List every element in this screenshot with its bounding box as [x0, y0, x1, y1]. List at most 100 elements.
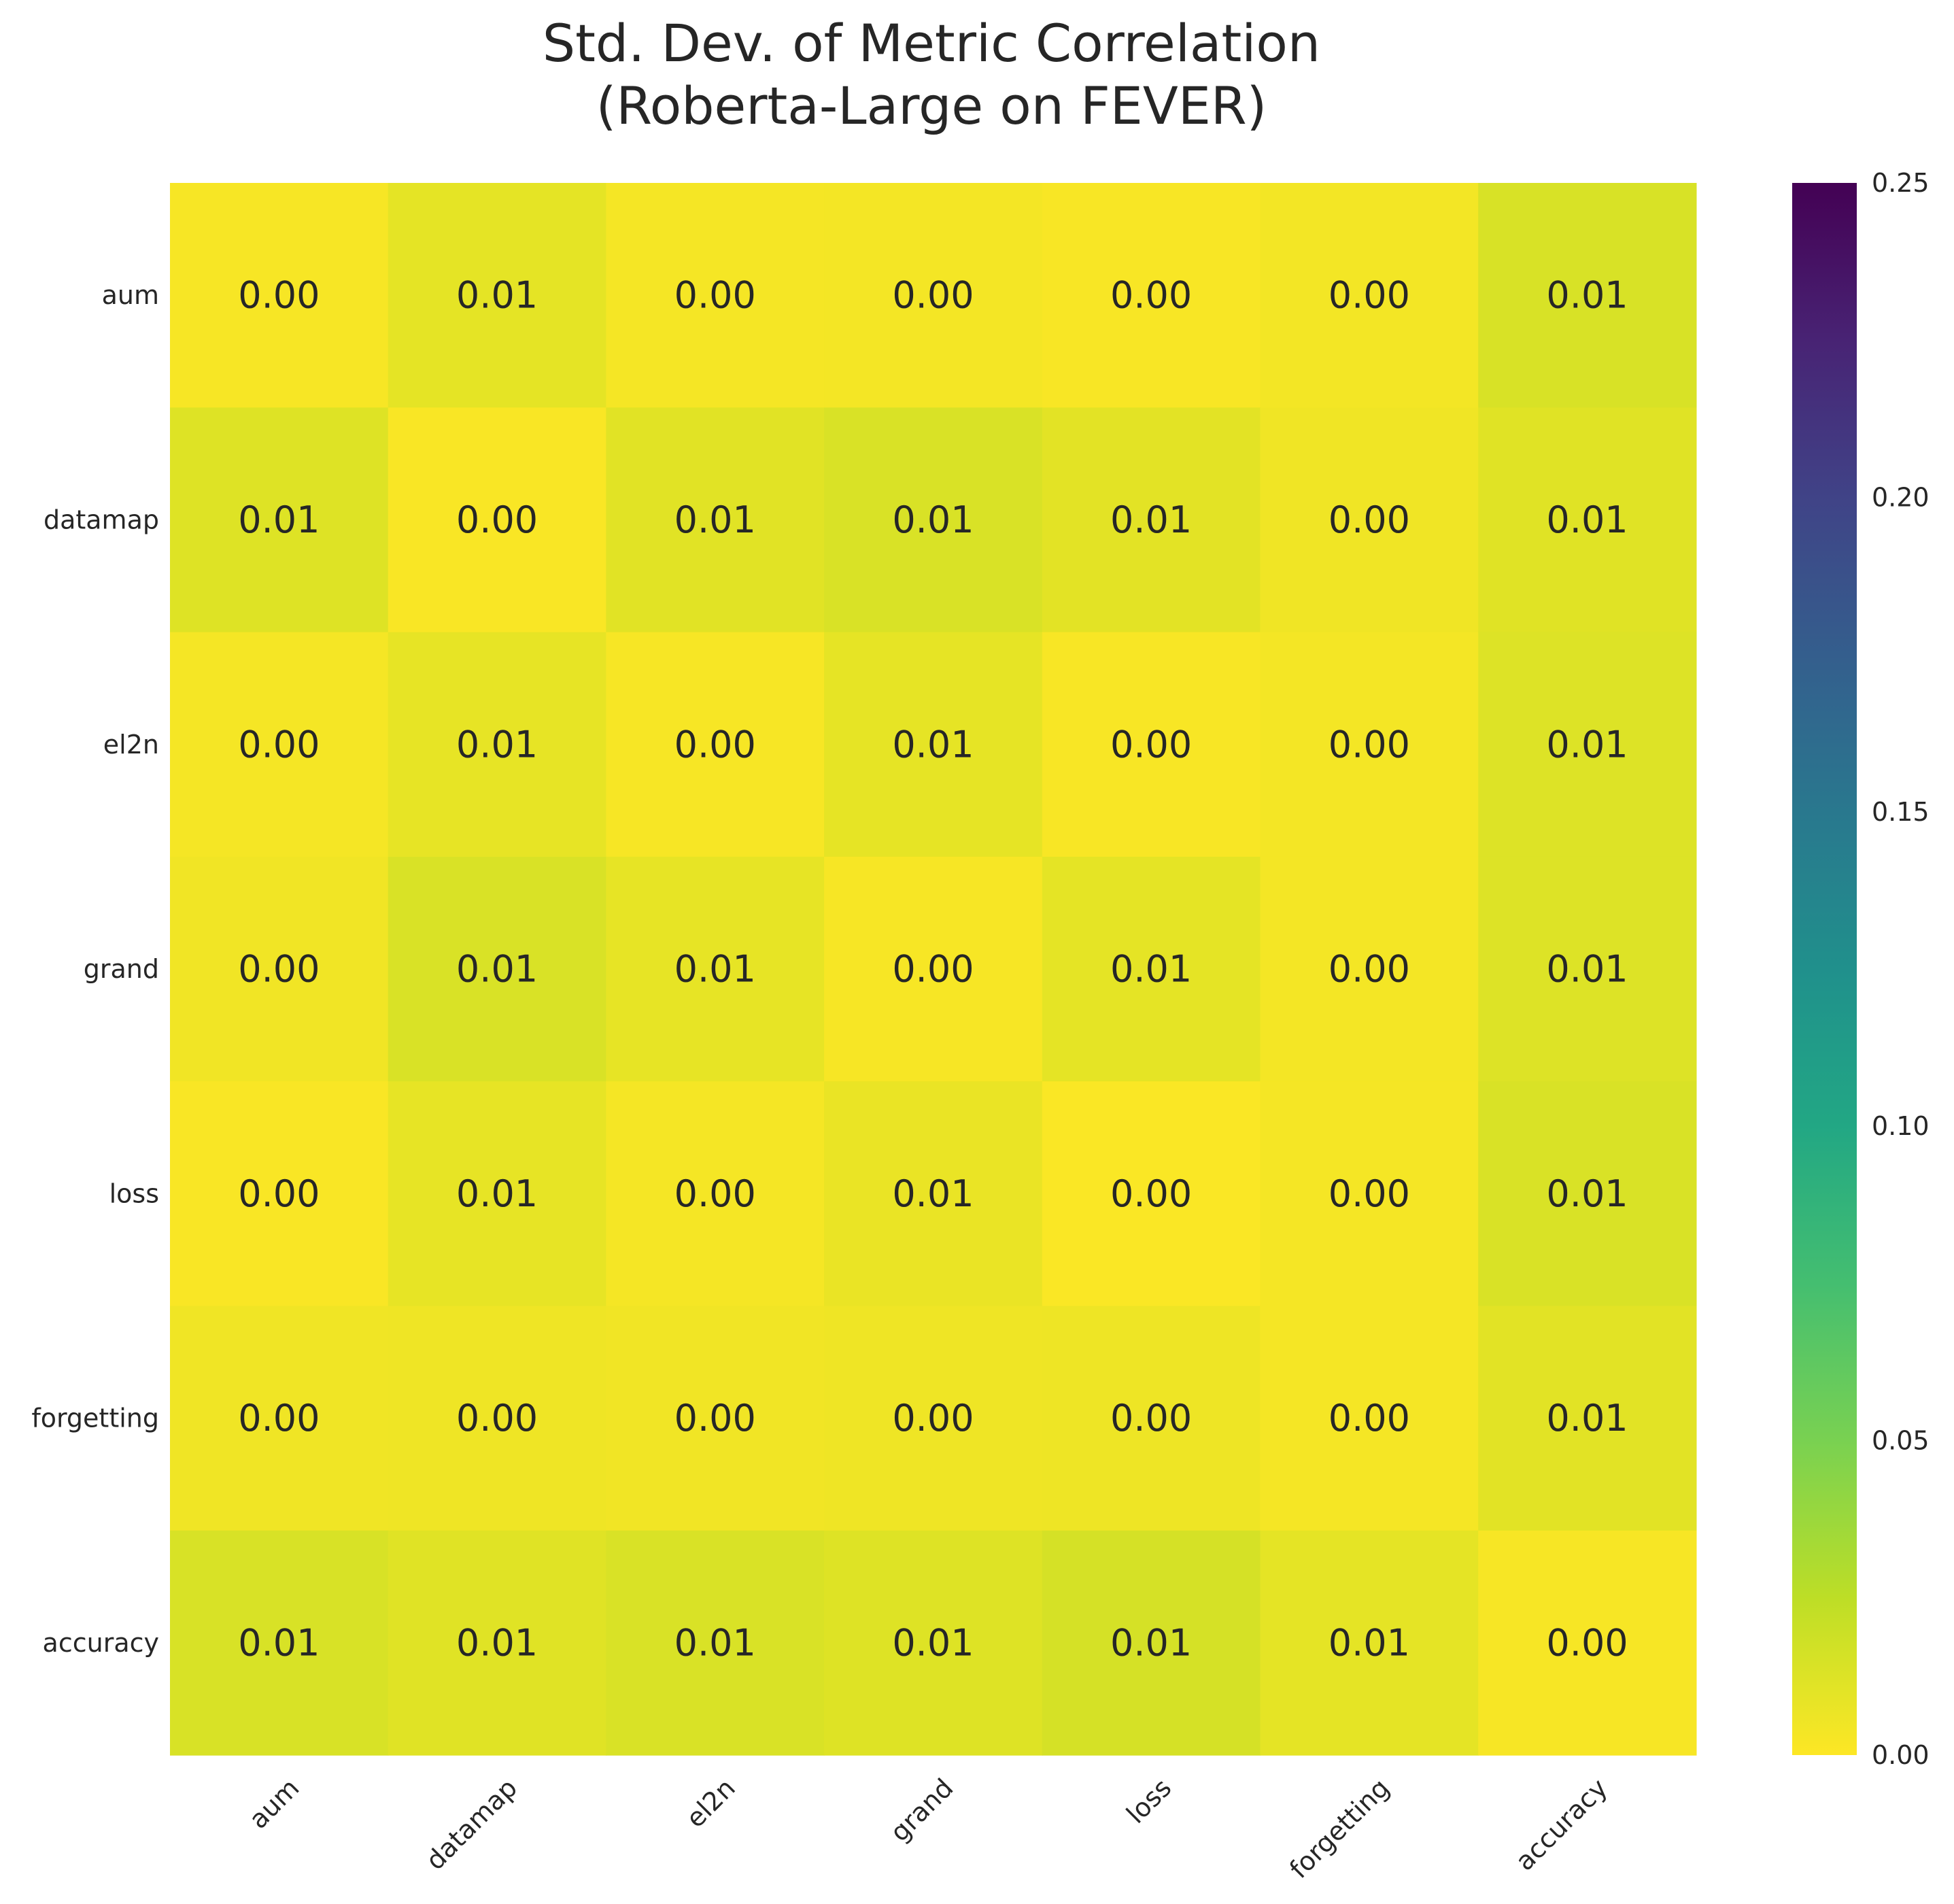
heatmap-cell — [606, 856, 825, 1082]
heatmap-cell — [1478, 856, 1697, 1082]
colorbar-bar — [1792, 183, 1857, 1755]
cell-value-label: 0.01 — [892, 1621, 974, 1664]
heatmap-cell — [1260, 632, 1479, 857]
heatmap-cell — [1478, 1530, 1697, 1756]
heatmap-cell — [824, 632, 1043, 857]
heatmap-cell — [824, 1081, 1043, 1307]
heatmap-cell — [1042, 407, 1261, 633]
heatmap-cell — [1260, 1306, 1479, 1531]
heatmap-cell — [606, 1081, 825, 1307]
cell-value-label: 0.01 — [1110, 498, 1192, 541]
x-tick-label: accuracy — [1509, 1773, 1613, 1876]
cell-value-label: 0.00 — [892, 1397, 974, 1440]
heatmap-cell — [1042, 1306, 1261, 1531]
chart-title-line-1: Std. Dev. of Metric Correlation — [542, 13, 1321, 73]
heatmap-cell — [170, 632, 389, 857]
colorbar-tick-label: 0.25 — [1872, 168, 1930, 198]
x-tick-label: aum — [243, 1773, 305, 1835]
cell-value-label: 0.00 — [456, 1397, 538, 1440]
x-tick-label: datamap — [420, 1773, 523, 1875]
cell-value-label: 0.01 — [238, 498, 320, 541]
heatmap-cell — [1260, 183, 1479, 408]
cell-value-label: 0.00 — [1110, 723, 1192, 766]
colorbar-tick-label: 0.00 — [1872, 1740, 1930, 1770]
cell-value-label: 0.00 — [674, 1397, 756, 1440]
cell-value-label: 0.01 — [1546, 948, 1628, 991]
cell-value-label: 0.01 — [1110, 1621, 1192, 1664]
x-tick-label: forgetting — [1284, 1773, 1395, 1884]
heatmap-cell — [1478, 183, 1697, 408]
heatmap-cell — [1042, 632, 1261, 857]
cell-value-label: 0.01 — [1110, 948, 1192, 991]
x-tick-label: el2n — [681, 1773, 741, 1833]
heatmap-cell — [824, 1306, 1043, 1531]
cell-value-label: 0.00 — [238, 1172, 320, 1215]
cell-value-label: 0.00 — [1329, 498, 1410, 541]
cell-value-label: 0.01 — [1546, 1172, 1628, 1215]
heatmap-cell — [388, 407, 606, 633]
heatmap-cell — [606, 632, 825, 857]
heatmap-cell-labels: 0.00 0.01 0.00 0.00 0.00 0.00 0.01 0.01 0.00 0.01… — [238, 274, 1628, 1665]
y-axis-tick-labels: aum datamap el2n grand loss forgetting accurac… — [31, 280, 159, 1658]
colorbar-tick-label: 0.05 — [1872, 1426, 1930, 1456]
colorbar-tick-label: 0.20 — [1872, 482, 1930, 512]
cell-value-label: 0.01 — [456, 948, 538, 991]
cell-value-label: 0.01 — [892, 498, 974, 541]
heatmap-cell — [1478, 1081, 1697, 1307]
cell-value-label: 0.00 — [892, 948, 974, 991]
cell-value-label: 0.01 — [1546, 1397, 1628, 1440]
colorbar: 0.00 0.05 0.10 0.15 0.20 0.25 — [1792, 168, 1930, 1770]
cell-value-label: 0.00 — [1329, 1397, 1410, 1440]
heatmap-cell — [170, 856, 389, 1082]
cell-value-label: 0.00 — [456, 498, 538, 541]
heatmap-cells — [170, 183, 1697, 1756]
cell-value-label: 0.00 — [1110, 1172, 1192, 1215]
cell-value-label: 0.00 — [674, 1172, 756, 1215]
heatmap-cell — [1260, 1081, 1479, 1307]
x-axis-tick-labels: aum datamap el2n grand loss forgetting accurac… — [243, 1773, 1613, 1884]
y-tick-label: aum — [102, 280, 159, 310]
cell-value-label: 0.01 — [456, 723, 538, 766]
heatmap-cell — [1260, 1530, 1479, 1756]
cell-value-label: 0.00 — [1110, 274, 1192, 317]
colorbar-tick-label: 0.15 — [1872, 797, 1930, 827]
cell-value-label: 0.00 — [1329, 948, 1410, 991]
cell-value-label: 0.01 — [674, 1621, 756, 1664]
heatmap-cell — [824, 407, 1043, 633]
cell-value-label: 0.01 — [456, 1621, 538, 1664]
heatmap-cell — [388, 1081, 606, 1307]
cell-value-label: 0.01 — [674, 498, 756, 541]
cell-value-label: 0.00 — [674, 274, 756, 317]
heatmap-cell — [170, 1081, 389, 1307]
cell-value-label: 0.00 — [1329, 1172, 1410, 1215]
colorbar-tick-label: 0.10 — [1872, 1111, 1930, 1141]
cell-value-label: 0.00 — [1329, 274, 1410, 317]
cell-value-label: 0.00 — [238, 1397, 320, 1440]
heatmap-cell — [1042, 1081, 1261, 1307]
heatmap-cell — [1478, 407, 1697, 633]
cell-value-label: 0.00 — [1110, 1397, 1192, 1440]
cell-value-label: 0.00 — [674, 723, 756, 766]
heatmap-cell — [170, 1306, 389, 1531]
cell-value-label: 0.00 — [892, 274, 974, 317]
cell-value-label: 0.00 — [238, 948, 320, 991]
cell-value-label: 0.01 — [892, 1172, 974, 1215]
heatmap-cell — [170, 1530, 389, 1756]
heatmap-cell — [1042, 1530, 1261, 1756]
heatmap-cell — [1042, 183, 1261, 408]
y-tick-label: accuracy — [43, 1628, 159, 1658]
cell-value-label: 0.01 — [456, 274, 538, 317]
heatmap-cell — [170, 407, 389, 633]
heatmap-cell — [606, 183, 825, 408]
heatmap-cell — [388, 1306, 606, 1531]
heatmap-cell — [1042, 856, 1261, 1082]
cell-value-label: 0.01 — [1546, 723, 1628, 766]
heatmap-cell — [606, 1306, 825, 1531]
cell-value-label: 0.01 — [1546, 274, 1628, 317]
heatmap-cell — [388, 183, 606, 408]
chart-title: Std. Dev. of Metric Correlation (Roberta… — [170, 12, 1693, 137]
cell-value-label: 0.00 — [238, 723, 320, 766]
x-tick-label: loss — [1120, 1773, 1177, 1829]
heatmap-cell — [170, 183, 389, 408]
